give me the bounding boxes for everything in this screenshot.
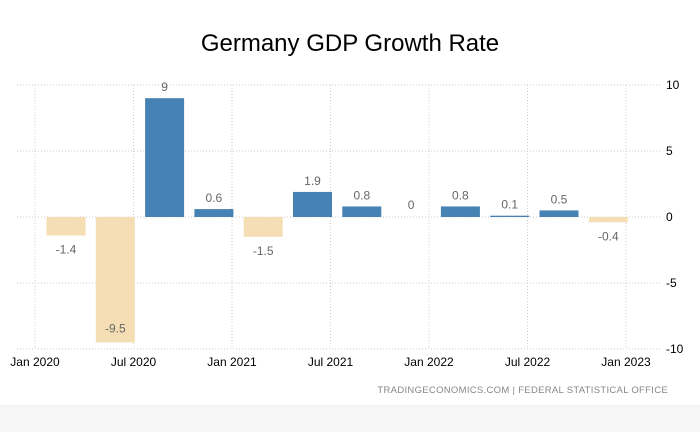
x-tick-label: Jan 2020 bbox=[10, 355, 60, 369]
data-label: 9 bbox=[161, 80, 168, 94]
bar bbox=[46, 217, 86, 236]
bar bbox=[95, 217, 135, 343]
data-label: 0 bbox=[408, 198, 415, 212]
bar bbox=[539, 210, 579, 217]
data-label: 0.6 bbox=[206, 191, 223, 205]
x-tick-label: Jan 2022 bbox=[404, 355, 454, 369]
footer-bar bbox=[0, 405, 700, 432]
data-label: 0.8 bbox=[452, 188, 469, 202]
y-tick-label: -5 bbox=[666, 276, 677, 290]
x-tick-label: Jul 2022 bbox=[505, 355, 551, 369]
y-tick-label: -10 bbox=[666, 342, 684, 356]
data-label: -1.5 bbox=[253, 244, 274, 258]
x-tick-label: Jul 2021 bbox=[308, 355, 354, 369]
data-label: -9.5 bbox=[105, 321, 126, 335]
bar bbox=[194, 209, 234, 217]
bar bbox=[342, 206, 382, 217]
bar bbox=[440, 206, 480, 217]
y-tick-label: 0 bbox=[666, 210, 673, 224]
data-label: -0.4 bbox=[598, 229, 619, 243]
bar bbox=[490, 215, 530, 217]
bar bbox=[588, 217, 628, 223]
x-tick-label: Jan 2023 bbox=[601, 355, 651, 369]
bar bbox=[145, 98, 185, 217]
data-label: 0.1 bbox=[501, 198, 518, 212]
data-label: -1.4 bbox=[56, 242, 77, 256]
source-credit: TRADINGECONOMICS.COM | FEDERAL STATISTIC… bbox=[377, 385, 668, 396]
x-tick-label: Jul 2020 bbox=[111, 355, 157, 369]
bar bbox=[243, 217, 283, 237]
y-tick-label: 5 bbox=[666, 144, 673, 158]
bar-chart: 10 5 0 -5 -10 Jan 2020 Jul 2020 Jan 2021 Jul 202… bbox=[10, 78, 684, 369]
chart-title: Germany GDP Growth Rate bbox=[200, 30, 500, 57]
x-tick-label: Jan 2021 bbox=[207, 355, 257, 369]
data-label: 0.8 bbox=[353, 188, 370, 202]
data-label: 0.5 bbox=[551, 192, 568, 206]
y-tick-label: 10 bbox=[666, 78, 680, 92]
data-label: 1.9 bbox=[304, 174, 321, 188]
bar bbox=[293, 191, 332, 217]
